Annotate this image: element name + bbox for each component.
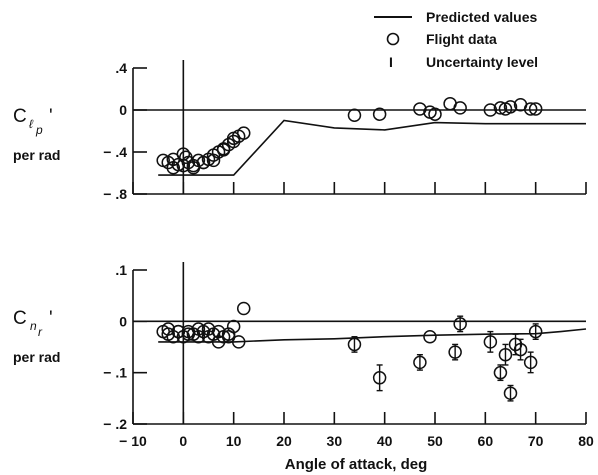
flight-data-point	[372, 371, 387, 385]
flight-data-point	[503, 386, 518, 400]
x-tick-label: 10	[226, 433, 242, 449]
x-tick-label: 30	[327, 433, 343, 449]
x-tick-label: 70	[528, 433, 544, 449]
legend-predicted-label: Predicted values	[426, 9, 537, 25]
flight-data-point	[201, 322, 216, 336]
legend-circle-swatch	[386, 32, 400, 46]
flight-data-point	[423, 329, 437, 344]
flight-data-point	[413, 102, 427, 116]
flight-data-point	[372, 107, 387, 121]
flight-data-point	[176, 147, 191, 161]
y-tick-label: − .8	[103, 186, 127, 202]
flight-data-point	[528, 102, 543, 116]
predicted-line	[158, 328, 587, 343]
ylabel-yaw-main: C	[13, 308, 27, 329]
x-tick-label: 20	[276, 433, 292, 449]
predicted-line	[158, 119, 586, 176]
legend-uncertainty-symbol: I	[389, 54, 393, 70]
legend-uncertainty-label: Uncertainty level	[426, 54, 538, 70]
ylabel-roll-sub-p: p	[35, 123, 43, 137]
flight-data-point	[347, 337, 362, 352]
flight-data-point	[483, 103, 498, 117]
plot-area-roll: .4 0 − .4 − .8	[103, 60, 587, 202]
flight-data-point	[196, 155, 211, 170]
x-axis: − 10 0 10 20 30 40 50 60 70 80	[119, 433, 594, 449]
y-tick-label: − .4	[103, 144, 127, 160]
flight-data-point	[523, 355, 538, 370]
flight-data-point	[513, 342, 528, 357]
flight-data-point	[236, 126, 251, 140]
flight-data-point	[523, 102, 538, 116]
flight-data-point	[226, 134, 241, 149]
y-tick-label: 0	[119, 313, 127, 329]
flight-data-point	[181, 327, 196, 341]
flight-data-point	[428, 107, 442, 121]
ylabel-roll-unit: per rad	[13, 147, 60, 163]
panel-yaw: C n r ' per rad .1 0 − .1 − .2	[13, 262, 587, 432]
plot-area-yaw: .1 0 − .1 − .2	[103, 262, 587, 432]
x-tick-label: − 10	[119, 433, 147, 449]
flight-data-point	[191, 329, 206, 344]
x-tick-label: 80	[578, 433, 594, 449]
flight-data-point	[493, 365, 508, 380]
flight-data-point	[171, 324, 186, 339]
flight-data-point	[528, 324, 543, 339]
flight-data-point	[453, 101, 467, 115]
x-axis-label: Angle of attack, deg	[285, 456, 428, 473]
y-tick-label: .4	[115, 60, 127, 76]
flight-data-point	[236, 301, 251, 316]
x-tick-label: 0	[179, 433, 187, 449]
ylabel-roll-sub-l: ℓ	[29, 117, 34, 131]
flight-data-point	[508, 337, 523, 352]
flight-data-point	[413, 355, 427, 370]
flight-data-point	[206, 153, 221, 168]
legend-flight-label: Flight data	[426, 31, 497, 47]
flight-data-point	[498, 347, 513, 362]
x-tick-label: 40	[377, 433, 393, 449]
flight-data-point	[216, 143, 231, 157]
flight-data-point	[493, 101, 508, 115]
ylabel-yaw-unit: per rad	[13, 349, 60, 365]
panel-roll: C ℓ p ' per rad .4 0 − .4 − .8	[13, 60, 587, 202]
flight-data-point	[166, 161, 181, 175]
ylabel-yaw-sub-n: n	[30, 319, 37, 333]
legend: Predicted values Flight data I Uncertain…	[374, 9, 538, 70]
flight-data-point	[453, 317, 467, 331]
y-tick-label: − .1	[103, 365, 127, 381]
ylabel-roll-main: C	[13, 106, 27, 127]
flight-data-point	[161, 322, 175, 336]
flight-data-point	[231, 335, 246, 349]
ylabel-yaw-prime: '	[49, 308, 53, 329]
x-tick-label: 50	[427, 433, 443, 449]
x-tick-label: 60	[478, 433, 494, 449]
y-tick-label: .1	[115, 262, 127, 278]
y-tick-label: 0	[119, 102, 127, 118]
flight-data-point	[448, 345, 462, 359]
flight-data-point	[503, 100, 518, 114]
ylabel-roll-prime: '	[49, 106, 53, 127]
flight-data-point	[347, 108, 362, 122]
ylabel-yaw-sub-r: r	[38, 325, 43, 339]
flight-data-point	[483, 335, 498, 349]
y-tick-label: − .2	[103, 416, 127, 432]
